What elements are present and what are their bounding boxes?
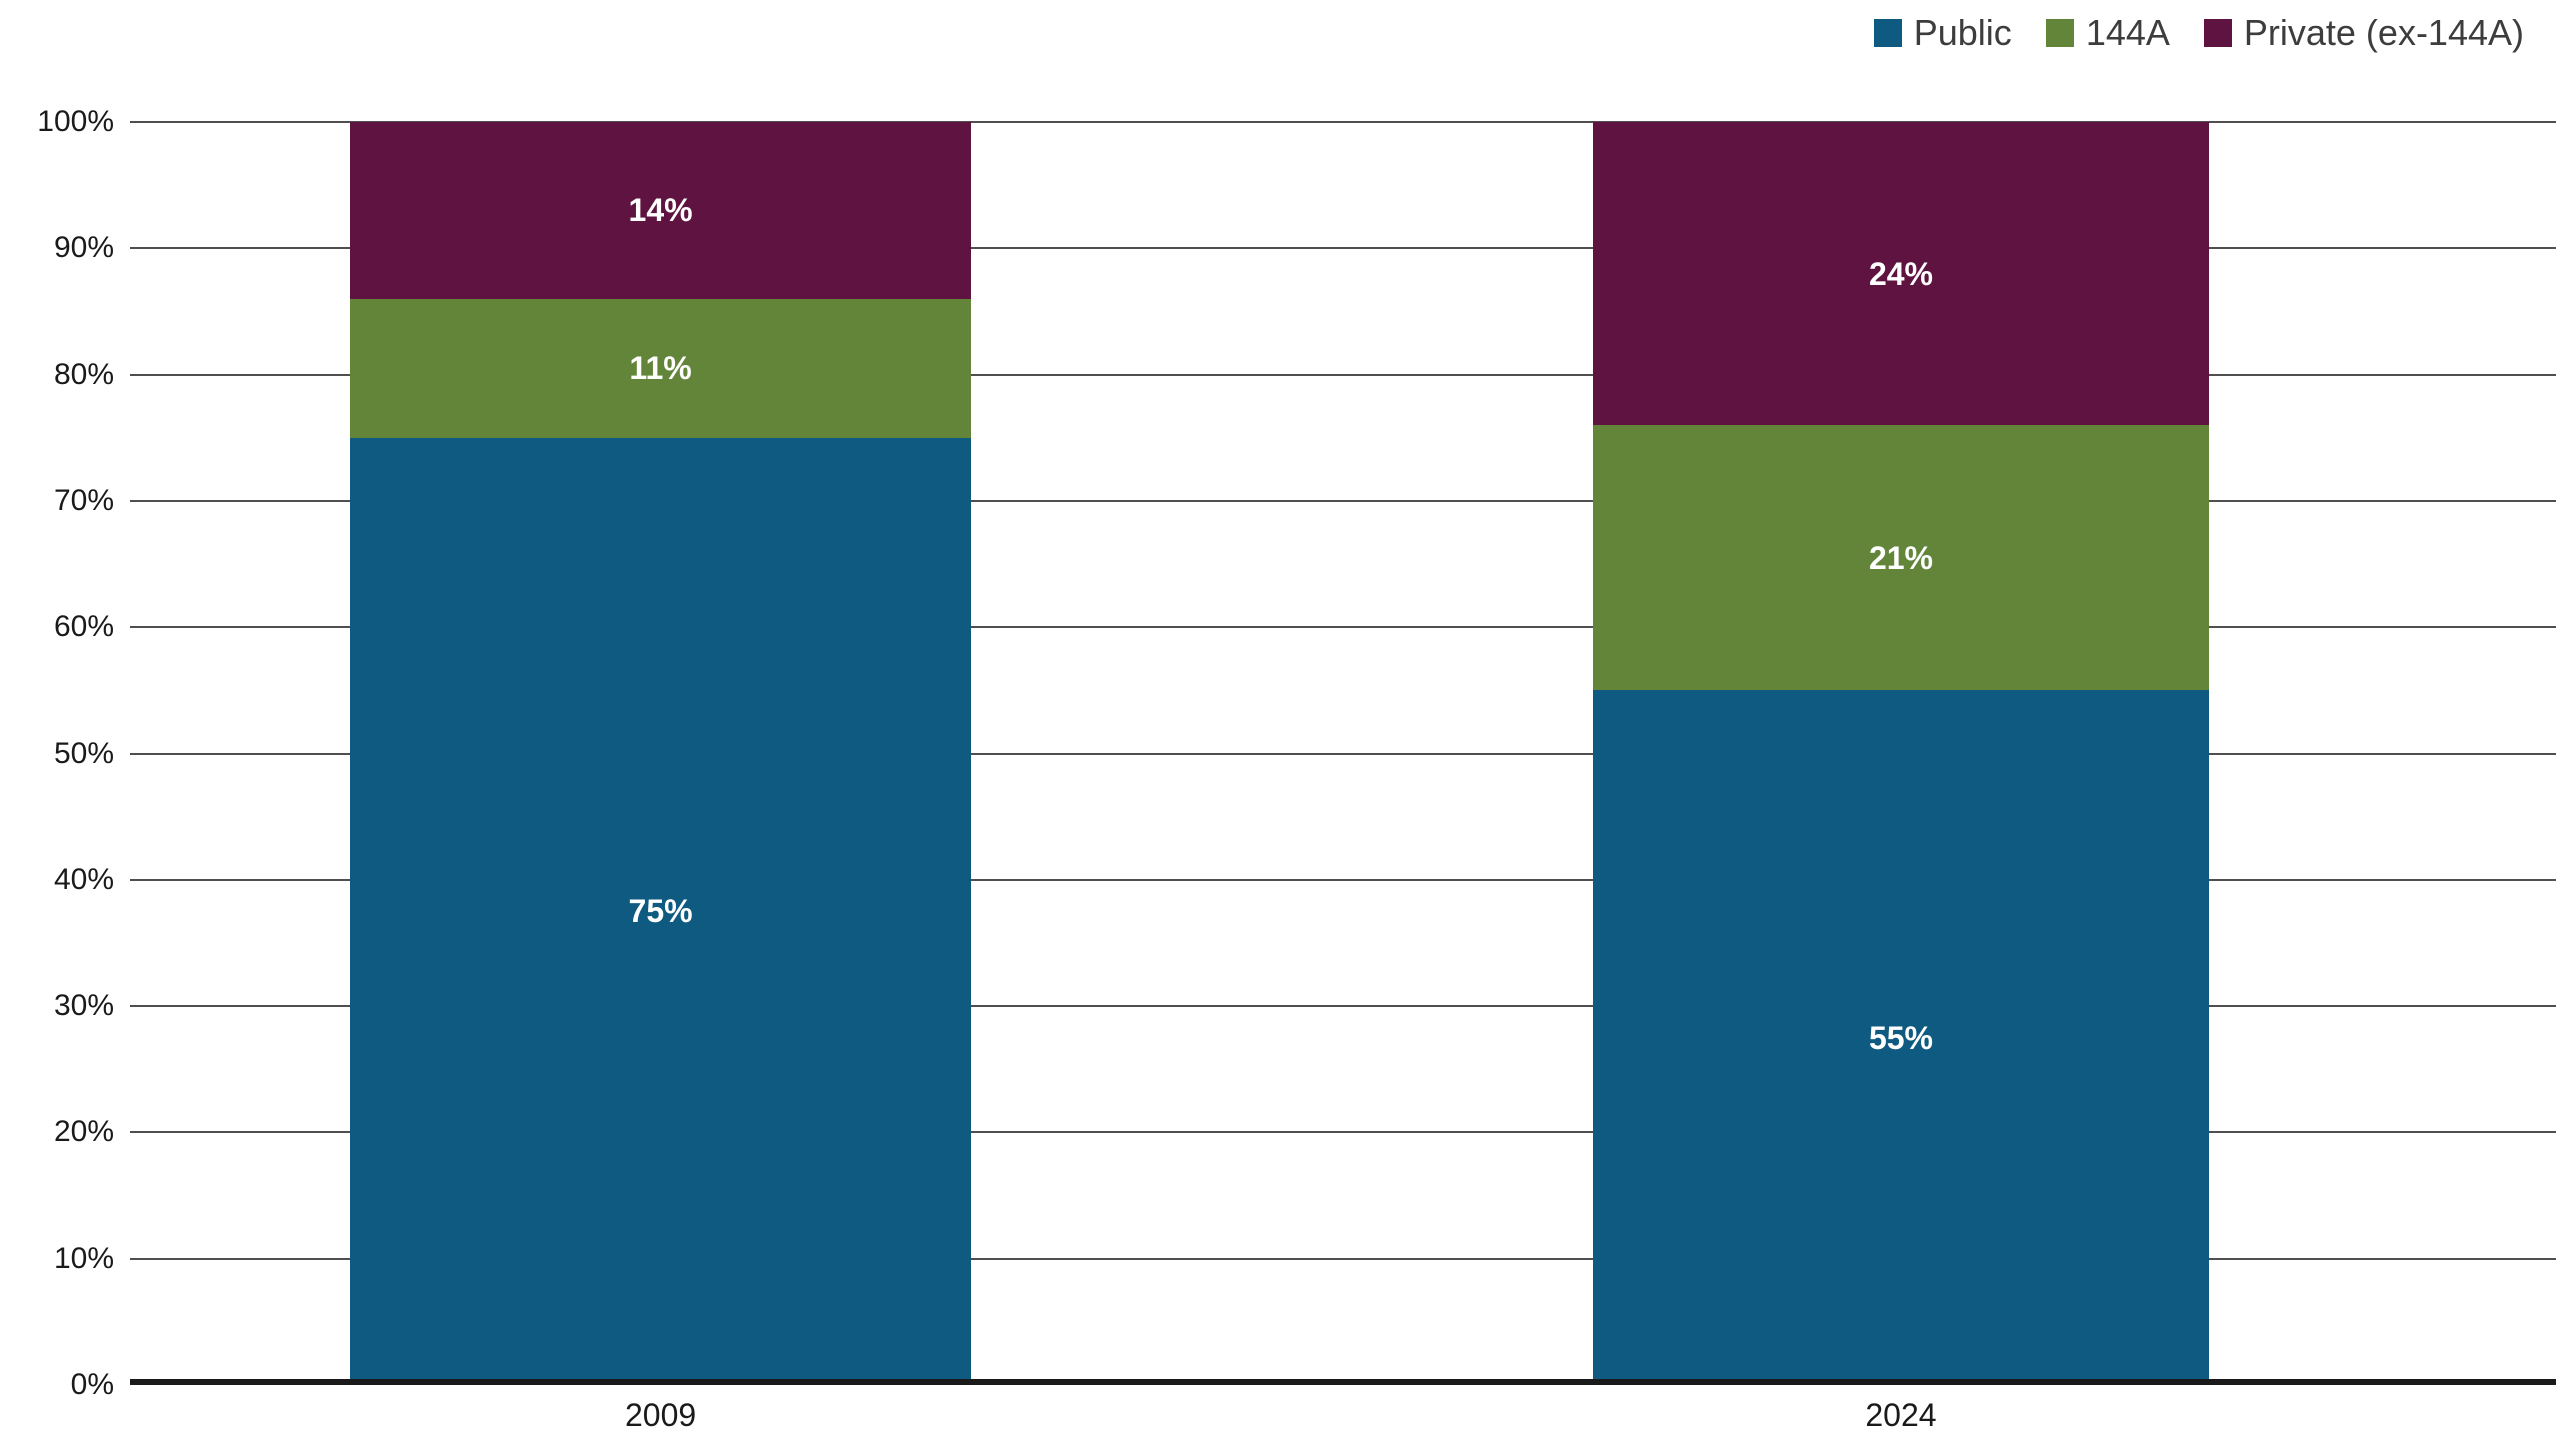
y-tick-label: 10% [53,1241,114,1275]
bar-value-label: 14% [628,192,693,229]
gridline [130,1005,2556,1008]
y-tick-label: 30% [53,989,114,1023]
legend: Public 144A Private (ex-144A) [1873,12,2524,54]
gridline [130,752,2556,755]
bar-segment-144a: 21% [1592,425,2210,691]
gridline [130,499,2556,502]
y-tick-label: 90% [53,231,114,265]
chart-plot-area: 0% 10% 20% 30% 40% 50% 60% 70% 80% 90% 100% 75% 11%… [37,107,2556,1431]
y-tick-label: 80% [53,357,114,391]
y-tick-label: 70% [53,483,114,517]
legend-item-private-ex-144a: Private (ex-144A) [2203,12,2524,54]
gridline [130,878,2556,881]
bar-value-label: 24% [1868,255,1933,292]
bar-segment-private-ex-144a: 14% [350,122,972,299]
legend-label: Private (ex-144A) [2243,12,2524,53]
y-tick-label: 60% [53,610,114,644]
legend-swatch-icon [1873,19,1902,47]
bar-segment-public: 75% [350,437,972,1385]
bar-segment-public: 55% [1592,690,2210,1385]
y-tick-label: 20% [53,1115,114,1149]
y-tick-label: 50% [53,736,114,770]
legend-label: Public [1913,12,2012,53]
legend-item-144a: 144A [2045,12,2170,54]
x-axis-line [130,1379,2556,1385]
y-tick-label: 0% [70,1368,114,1401]
gridline [130,373,2556,376]
bar-value-label: 21% [1868,539,1933,576]
bar-value-label: 75% [628,893,693,930]
x-axis: 2009 2024 [130,1385,2556,1440]
x-tick-label: 2024 [1865,1397,1937,1433]
bar-value-label: 55% [1868,1019,1933,1056]
y-tick-label: 40% [53,862,114,896]
x-tick-label: 2009 [624,1397,697,1433]
y-tick-label: 100% [37,105,114,138]
y-axis: 0% 10% 20% 30% 40% 50% 60% 70% 80% 90% 100% [2,107,114,1400]
gridline [130,1257,2556,1260]
gridline [130,626,2556,629]
stacked-bar-2024: 55% 21% 24% [1592,122,2210,1385]
bar-segment-private-ex-144a: 24% [1592,122,2210,426]
gridlines [130,121,2556,1385]
gridline [130,1131,2556,1134]
legend-label: 144A [2085,12,2170,53]
bar-segment-144a: 11% [350,298,972,438]
stacked-bar-2009: 75% 11% 14% [350,122,972,1385]
legend-item-public: Public [1873,12,2012,54]
gridline [130,121,2556,123]
legend-swatch-icon [2045,19,2074,47]
gridline [130,247,2556,250]
bars: 75% 11% 14% 55% 21% 24% [130,122,2556,1385]
legend-swatch-icon [2203,19,2232,47]
bar-value-label: 11% [629,350,692,387]
